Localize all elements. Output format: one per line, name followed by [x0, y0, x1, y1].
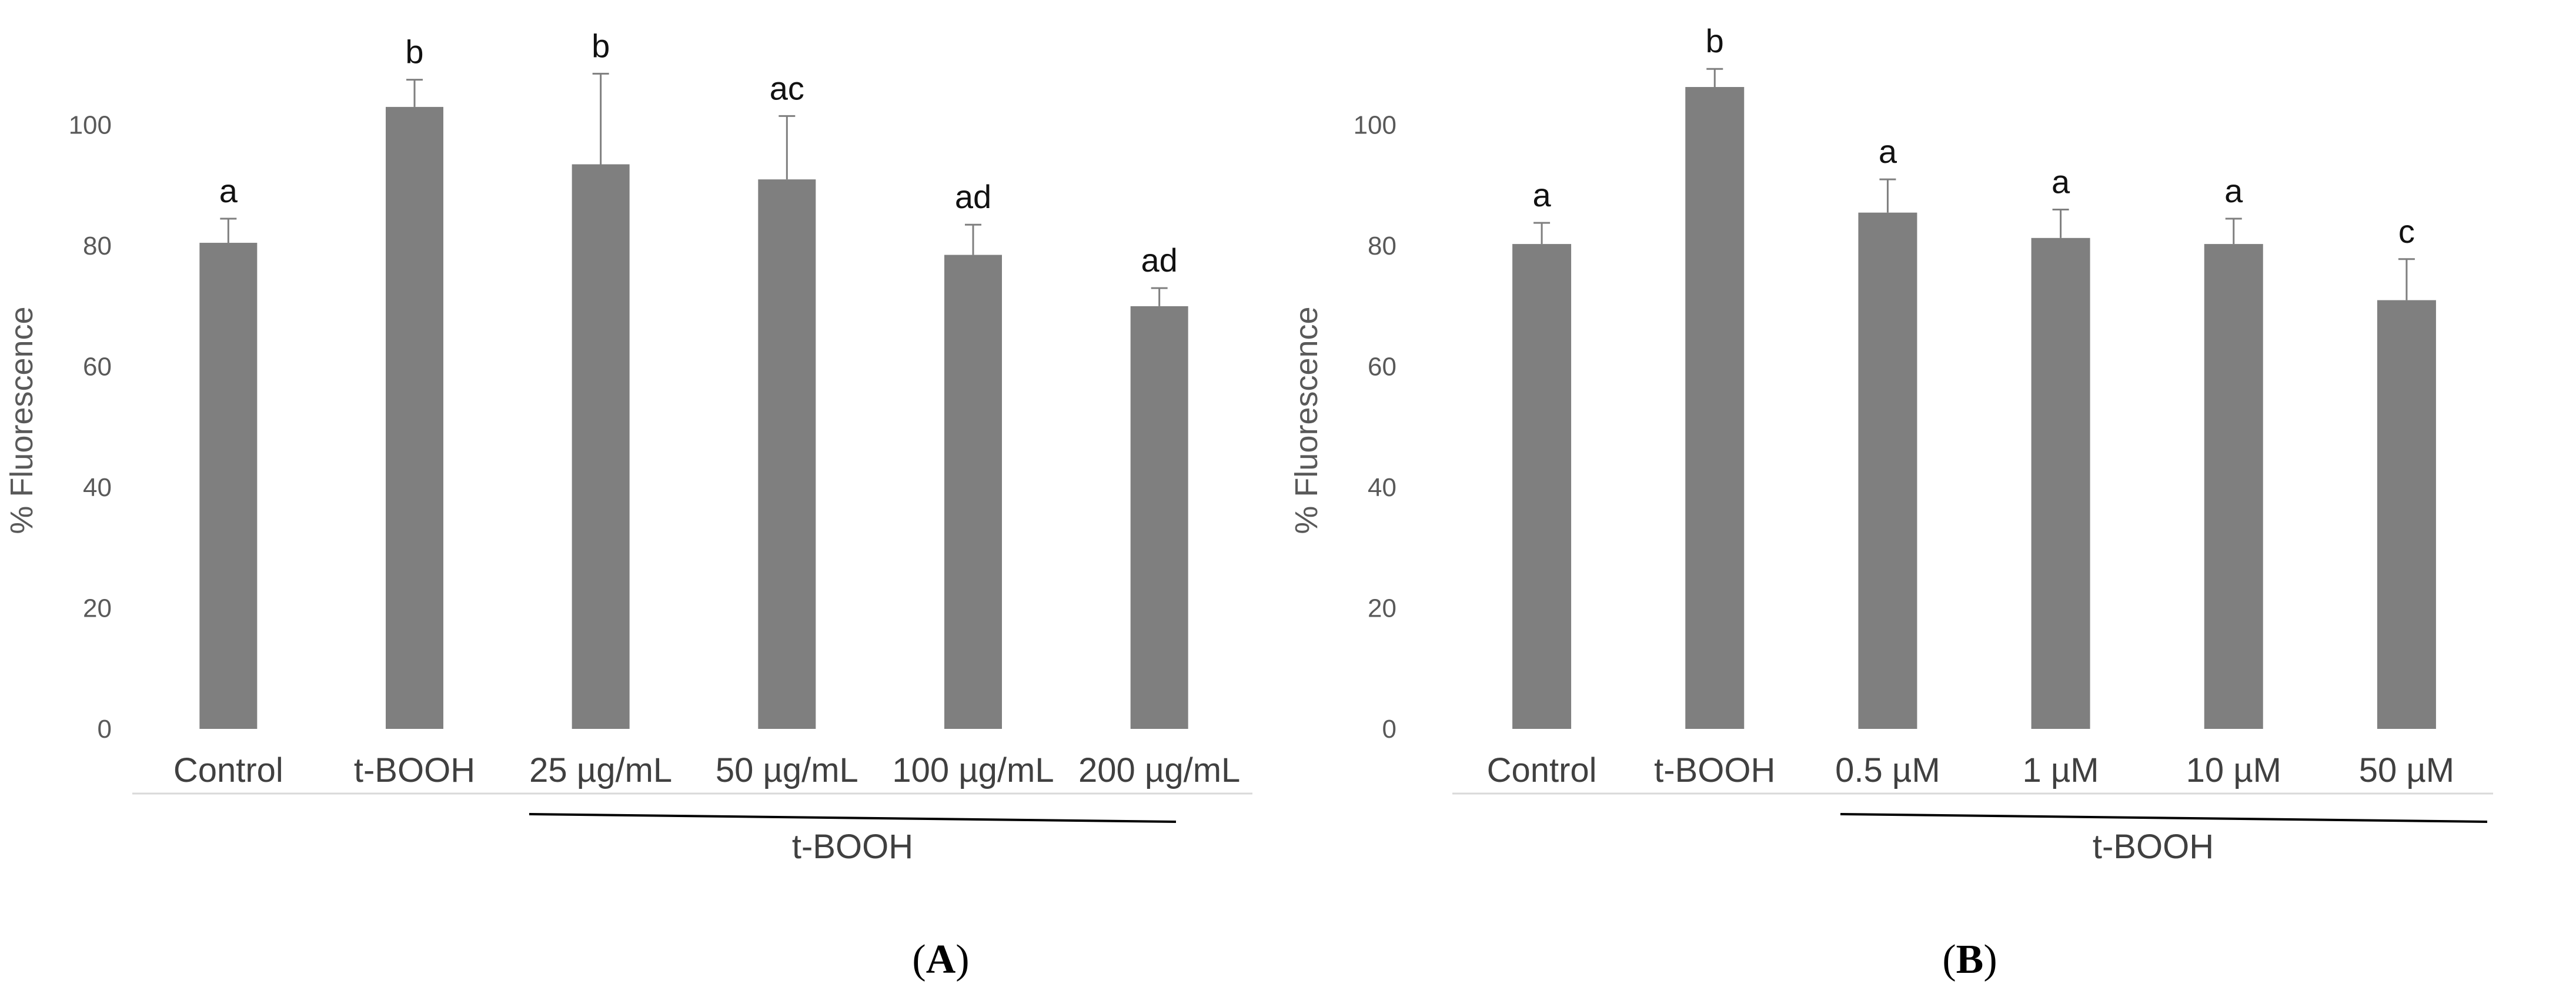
panel-b-bar	[2204, 244, 2263, 729]
panel-b-category-label: 50 µM	[2359, 751, 2454, 789]
panel-b-y-axis-title: % Fluorescence	[1289, 306, 1324, 534]
panel-a-ytick-label: 100	[69, 111, 112, 140]
panel-a-category-label: Control	[173, 751, 283, 789]
panel-a-ytick-label: 20	[83, 594, 112, 623]
panel-b-bar	[2377, 300, 2436, 729]
panel-a-bar	[572, 164, 630, 729]
panel-b-bar	[1858, 212, 1917, 729]
panel-b-bar	[1685, 87, 1745, 729]
panel-a-ytick-label: 60	[83, 353, 112, 381]
panel-b-category-label: t-BOOH	[1654, 751, 1775, 789]
panel-a-y-axis-title: % Fluorescence	[4, 306, 39, 534]
panel-a-significance-label: ac	[770, 69, 804, 106]
panel-a-significance-label: ad	[955, 178, 991, 215]
panel-b-category-label: 10 µM	[2186, 751, 2281, 789]
panel-a-ytick-label: 80	[83, 232, 112, 260]
panel-a-significance-label: b	[405, 34, 423, 71]
panel-b-category-label: 0.5 µM	[1835, 751, 1940, 789]
panel-b-panel-label: (B)	[1942, 937, 1997, 982]
panel-b-ytick-label: 80	[1368, 232, 1396, 260]
panel-b-ytick-label: 0	[1382, 715, 1396, 744]
panel-b-ytick-label: 100	[1354, 111, 1396, 140]
panel-a-bar	[944, 255, 1002, 729]
panel-a-significance-label: ad	[1141, 242, 1178, 279]
panel-a-bar	[199, 243, 258, 729]
panel-b-group-bracket	[1840, 813, 2488, 823]
panel-b-significance-label: c	[2398, 213, 2415, 250]
panel-b-significance-label: b	[1706, 22, 1724, 59]
panel-b-category-label: Control	[1487, 751, 1597, 789]
panel-a-bar	[758, 179, 816, 729]
panel-b-significance-label: a	[1879, 133, 1897, 170]
panel-b-significance-label: a	[2052, 163, 2070, 200]
panel-a-category-label: 25 µg/mL	[529, 751, 672, 789]
panel-b-group-label: t-BOOH	[2093, 828, 2214, 866]
panel-a-significance-label: a	[219, 172, 238, 209]
panel-b-category-label: 1 µM	[2023, 751, 2099, 789]
panel-b-significance-label: a	[1533, 176, 1552, 213]
panel-b-ytick-label: 60	[1368, 353, 1396, 381]
panel-b-significance-label: a	[2224, 172, 2243, 209]
panel-b-ytick-label: 20	[1368, 594, 1396, 623]
panel-a-group-label: t-BOOH	[792, 828, 913, 866]
panel-a-group-bracket	[529, 813, 1177, 823]
panel-a-bar	[386, 106, 443, 729]
panel-b-bar	[2031, 237, 2090, 729]
panel-a-ytick-label: 0	[98, 715, 112, 744]
panel-a-bar	[1130, 306, 1188, 729]
panel-a-category-label: 50 µg/mL	[716, 751, 858, 789]
panel-b-ytick-label: 40	[1368, 473, 1396, 502]
panel-a-category-label: 200 µg/mL	[1078, 751, 1240, 789]
panel-a-panel-label: (A)	[912, 937, 969, 982]
panel-a-ytick-label: 40	[83, 473, 112, 502]
panel-a-significance-label: b	[592, 27, 610, 64]
panel-a-category-label: 100 µg/mL	[892, 751, 1054, 789]
panel-a-category-label: t-BOOH	[354, 751, 475, 789]
panel-b-bar	[1512, 244, 1572, 729]
